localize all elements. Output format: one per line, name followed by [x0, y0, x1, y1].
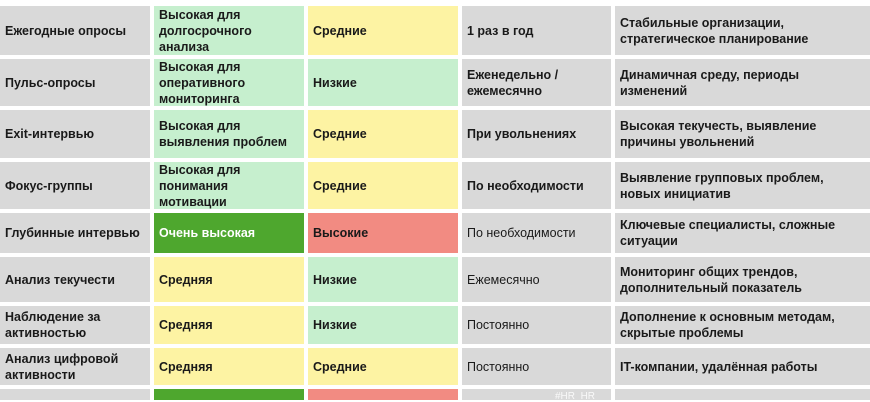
- cost-cell: Низкие: [308, 306, 458, 344]
- cost-cell: Средние: [308, 110, 458, 158]
- depth-cell: Средняя: [154, 348, 304, 385]
- table-row: Ежегодные опросы Высокая для долгосрочно…: [0, 6, 870, 55]
- depth-cell: [154, 389, 304, 400]
- depth-cell: Средняя: [154, 306, 304, 344]
- cost-cell: Средние: [308, 6, 458, 55]
- method-cell: Пульс-опросы: [0, 59, 150, 106]
- method-cell: Анализ цифровой активности: [0, 348, 150, 385]
- method-cell: Анализ текучести: [0, 257, 150, 302]
- frequency-cell: Еженедельно / ежемесячно: [462, 59, 611, 106]
- table-row: Фокус-группы Высокая для понимания мотив…: [0, 162, 870, 209]
- frequency-cell: Ежемесячно: [462, 257, 611, 302]
- use-case-cell: Стабильные организации, стратегическое п…: [615, 6, 870, 55]
- depth-cell: Высокая для понимания мотивации: [154, 162, 304, 209]
- depth-cell: Высокая для оперативного мониторинга: [154, 59, 304, 106]
- method-cell: Наблюдение за активностью: [0, 306, 150, 344]
- use-case-cell: Выявление групповых проблем, новых иници…: [615, 162, 870, 209]
- method-cell: Фокус-группы: [0, 162, 150, 209]
- use-case-cell: [615, 389, 870, 400]
- use-case-cell: IT-компании, удалённая работы: [615, 348, 870, 385]
- watermark: #HR_HR: [555, 391, 596, 402]
- depth-cell: Средняя: [154, 257, 304, 302]
- cost-cell: Низкие: [308, 59, 458, 106]
- use-case-cell: Динамичная среду, периоды изменений: [615, 59, 870, 106]
- depth-cell: Высокая для долгосрочного анализа: [154, 6, 304, 55]
- table-row: Анализ цифровой активности Средняя Средн…: [0, 348, 870, 385]
- use-case-cell: Дополнение к основным методам, скрытые п…: [615, 306, 870, 344]
- cost-cell: [308, 389, 458, 400]
- use-case-cell: Мониторинг общих трендов, дополнительный…: [615, 257, 870, 302]
- frequency-cell: 1 раз в год: [462, 6, 611, 55]
- frequency-cell: Постоянно: [462, 348, 611, 385]
- use-case-cell: Высокая текучесть, выявление причины уво…: [615, 110, 870, 158]
- table-row: [0, 389, 870, 400]
- frequency-cell: По необходимости: [462, 213, 611, 253]
- method-cell: Глубинные интервью: [0, 213, 150, 253]
- frequency-cell: [462, 389, 611, 400]
- depth-cell: Высокая для выявления проблем: [154, 110, 304, 158]
- cost-cell: Высокие: [308, 213, 458, 253]
- method-cell: [0, 389, 150, 400]
- cost-cell: Средние: [308, 348, 458, 385]
- depth-cell: Очень высокая: [154, 213, 304, 253]
- use-case-cell: Ключевые специалисты, сложные ситуации: [615, 213, 870, 253]
- method-cell: Ежегодные опросы: [0, 6, 150, 55]
- table-row: Пульс-опросы Высокая для оперативного мо…: [0, 59, 870, 106]
- frequency-cell: Постоянно: [462, 306, 611, 344]
- cost-cell: Низкие: [308, 257, 458, 302]
- frequency-cell: При увольнениях: [462, 110, 611, 158]
- table-row: Exit-интервью Высокая для выявления проб…: [0, 110, 870, 158]
- frequency-cell: По необходимости: [462, 162, 611, 209]
- method-cell: Exit-интервью: [0, 110, 150, 158]
- table-row: Анализ текучести Средняя Низкие Ежемесяч…: [0, 257, 870, 302]
- table-row: Глубинные интервью Очень высокая Высокие…: [0, 213, 870, 253]
- cost-cell: Средние: [308, 162, 458, 209]
- table-row: Наблюдение за активностью Средняя Низкие…: [0, 306, 870, 344]
